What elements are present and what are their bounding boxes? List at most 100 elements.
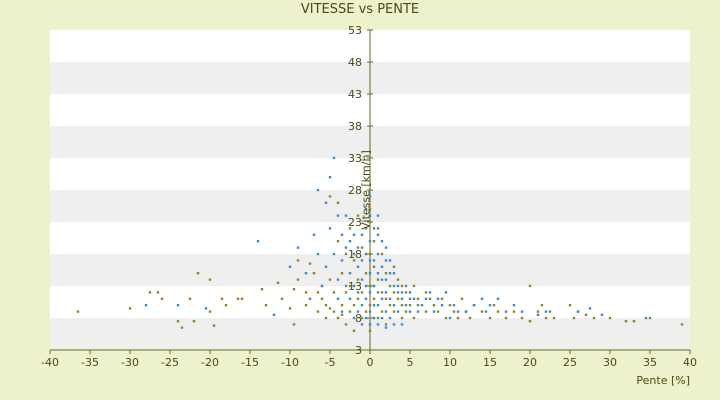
data-point-series-a (324, 304, 328, 307)
data-point-series-a (512, 310, 516, 313)
data-point-series-b (384, 291, 388, 294)
data-point-series-a (468, 316, 472, 320)
chart-title: VITESSE vs PENTE (300, 2, 420, 17)
data-point-series-a (352, 329, 356, 332)
data-point-series-a (76, 310, 80, 313)
data-point-series-b (432, 310, 436, 313)
data-point-series-a (492, 304, 496, 307)
data-point-series-b (376, 272, 380, 275)
data-point-series-b (356, 310, 360, 313)
data-point-series-a (304, 304, 308, 307)
data-point-series-b (396, 284, 400, 288)
data-point-series-b (368, 259, 372, 262)
data-point-series-a (336, 240, 340, 243)
data-point-series-a (396, 278, 400, 281)
data-point-series-a (460, 297, 464, 300)
data-point-series-a (364, 272, 368, 275)
data-point-series-a (632, 320, 636, 323)
data-point-series-a (368, 304, 372, 307)
x-tick-label: -15 (241, 356, 259, 369)
y-tick-label: 3 (355, 344, 362, 357)
data-point-series-b (348, 297, 352, 300)
data-point-series-a (496, 310, 500, 313)
data-point-series-a (448, 304, 452, 307)
data-point-series-b (416, 310, 420, 313)
data-point-series-a (356, 278, 360, 281)
data-point-series-b (344, 284, 348, 288)
data-point-series-b (484, 310, 488, 313)
x-axis-label: Pente [%] (636, 374, 690, 387)
data-point-series-a (372, 265, 376, 268)
data-point-series-a (608, 316, 612, 320)
data-point-series-b (352, 252, 356, 256)
data-point-series-b (352, 233, 356, 236)
data-point-series-a (360, 316, 364, 320)
data-point-series-a (584, 313, 588, 316)
data-point-series-a (292, 288, 296, 291)
data-point-series-a (480, 310, 484, 313)
data-point-series-b (372, 227, 376, 230)
data-point-series-b (428, 291, 432, 294)
data-point-series-a (348, 310, 352, 313)
data-point-series-a (340, 313, 344, 316)
data-point-series-a (160, 297, 164, 300)
data-point-series-b (496, 297, 500, 300)
data-point-series-a (452, 310, 456, 313)
data-point-series-a (368, 284, 372, 288)
data-point-series-b (512, 304, 516, 307)
data-point-series-b (388, 259, 392, 262)
x-tick-label: 0 (367, 356, 374, 369)
data-point-series-a (504, 316, 508, 320)
data-point-series-a (364, 227, 368, 230)
data-point-series-a (376, 278, 380, 281)
data-point-series-a (156, 291, 160, 294)
data-point-series-a (352, 304, 356, 307)
y-tick-label: 53 (348, 24, 362, 37)
data-point-series-a (444, 316, 448, 320)
data-point-series-a (380, 310, 384, 313)
data-point-series-b (400, 291, 404, 294)
data-point-series-a (296, 259, 300, 262)
data-point-series-a (380, 252, 384, 256)
x-tick-label: 5 (407, 356, 414, 369)
data-point-series-a (308, 262, 312, 265)
data-point-series-b (520, 310, 524, 313)
data-point-series-a (540, 304, 544, 307)
x-tick-label: 10 (443, 356, 457, 369)
data-point-series-b (344, 246, 348, 249)
data-point-series-a (240, 297, 244, 300)
data-point-series-a (280, 297, 284, 300)
data-point-series-b (436, 297, 440, 300)
data-point-series-a (176, 320, 180, 323)
data-point-series-a (220, 297, 224, 300)
data-point-series-b (372, 284, 376, 288)
data-point-series-b (388, 272, 392, 275)
data-point-series-b (368, 323, 372, 326)
data-point-series-a (264, 304, 268, 307)
data-point-series-a (188, 297, 192, 300)
data-point-series-a (224, 304, 228, 307)
y-tick-label: 8 (355, 312, 362, 325)
data-point-series-a (368, 329, 372, 332)
x-tick-label: 35 (643, 356, 657, 369)
data-point-series-b (304, 272, 308, 275)
data-point-series-a (376, 227, 380, 230)
data-point-series-b (380, 240, 384, 243)
data-point-series-b (384, 326, 388, 329)
x-tick-label: -20 (201, 356, 219, 369)
data-point-series-a (212, 324, 216, 327)
data-point-series-a (392, 310, 396, 313)
data-point-series-a (316, 291, 320, 294)
x-tick-label: 40 (683, 356, 697, 369)
data-point-series-a (324, 316, 328, 320)
x-tick-label: 20 (523, 356, 537, 369)
data-point-series-b (256, 240, 260, 243)
data-point-series-b (312, 233, 316, 236)
data-point-series-a (312, 272, 316, 275)
data-point-series-a (424, 310, 428, 313)
data-point-series-a (408, 297, 412, 300)
data-point-series-b (504, 310, 508, 313)
data-point-series-a (396, 297, 400, 300)
data-point-series-a (360, 246, 364, 249)
data-point-series-a (384, 297, 388, 300)
